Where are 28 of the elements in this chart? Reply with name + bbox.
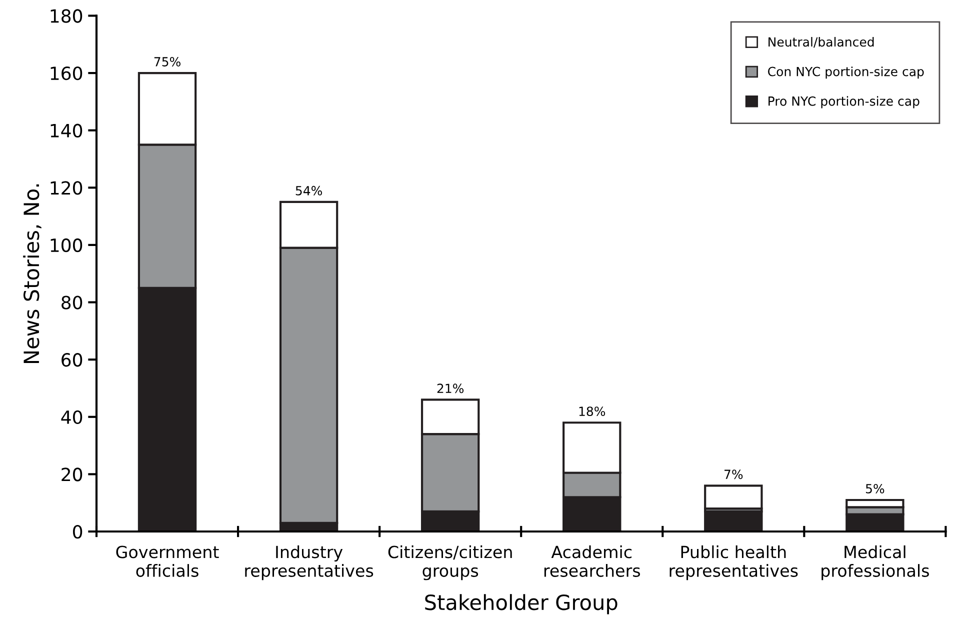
y-tick-label: 60 bbox=[62, 353, 82, 367]
legend-label: Pro NYC portion-size cap bbox=[768, 96, 920, 108]
annotation: 54% bbox=[296, 186, 322, 196]
y-axis-title: News Stories, No. bbox=[23, 184, 42, 364]
annotation: 5% bbox=[866, 484, 884, 494]
y-tick-label: 40 bbox=[61, 410, 82, 424]
y-tick-label: 20 bbox=[62, 468, 82, 482]
y-tick-label: 80 bbox=[62, 296, 82, 310]
y-tick-label: 160 bbox=[50, 66, 82, 80]
annotation: 75% bbox=[154, 56, 180, 66]
annotation: 7% bbox=[724, 470, 743, 480]
x-tick-label: Academic researchers bbox=[544, 545, 640, 577]
y-tick-label: 0 bbox=[73, 524, 82, 539]
x-tick-label: Public health representatives bbox=[670, 545, 798, 580]
bar bbox=[704, 484, 763, 510]
annotation: 18% bbox=[579, 406, 606, 416]
y-tick-label: 100 bbox=[50, 238, 82, 252]
x-tick-label: Industry representatives bbox=[245, 545, 374, 580]
y-tick-label: 180 bbox=[50, 9, 82, 23]
x-tick-label: Government officials bbox=[116, 546, 219, 577]
y-tick-label: 140 bbox=[50, 124, 82, 138]
legend-label: Neutral/balanced bbox=[768, 36, 874, 48]
x-tick-label: Medical professionals bbox=[822, 545, 929, 580]
x-axis-title: Stakeholder Group bbox=[425, 594, 618, 614]
annotation: 21% bbox=[437, 384, 464, 394]
legend-label: Con NYC portion-size cap bbox=[768, 66, 924, 79]
x-tick-label: Citizens/citizen groups bbox=[388, 545, 512, 580]
y-tick-label: 120 bbox=[50, 181, 82, 195]
